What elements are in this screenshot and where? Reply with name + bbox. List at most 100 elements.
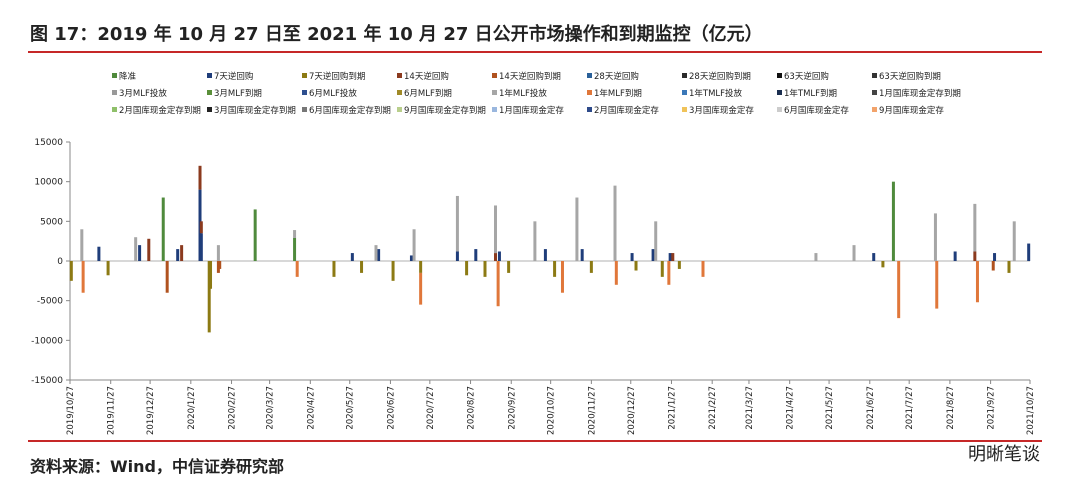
bar: [496, 261, 500, 307]
x-tick-label: 2021/9/27: [987, 386, 997, 430]
legend-swatch: [492, 107, 497, 112]
y-tick-label: 10000: [34, 178, 63, 188]
y-tick-label: -15000: [31, 376, 63, 386]
legend-label: 14天逆回购: [404, 71, 449, 82]
bar: [654, 221, 658, 261]
legend-swatch: [397, 90, 402, 95]
x-tick-label: 2021/7/27: [905, 386, 915, 430]
chart-title: 图 17：2019 年 10 月 27 日至 2021 年 10 月 27 日公…: [30, 23, 763, 45]
legend-label: 1年MLF投放: [499, 88, 547, 99]
bar: [253, 209, 257, 261]
x-tick-label: 2020/7/27: [426, 386, 436, 430]
bar: [409, 255, 413, 261]
bar: [668, 253, 672, 261]
bar: [543, 249, 547, 261]
bar: [293, 237, 297, 261]
bar: [474, 249, 478, 261]
bar: [293, 230, 297, 238]
bar: [412, 229, 416, 261]
bar: [1012, 221, 1016, 261]
bar: [138, 245, 142, 261]
x-tick-label: 2020/4/27: [306, 386, 316, 430]
legend-label: 3月MLF投放: [119, 88, 167, 99]
bar: [630, 253, 634, 261]
x-tick-label: 2021/10/27: [1026, 386, 1036, 435]
bar: [165, 261, 169, 293]
bar: [589, 261, 593, 273]
x-tick-label: 2021/2/27: [708, 386, 718, 430]
bar: [973, 251, 977, 261]
bar: [933, 213, 937, 261]
bar: [580, 249, 584, 261]
legend-label: 6月MLF到期: [404, 89, 452, 99]
legend-label: 7天逆回购到期: [309, 71, 365, 82]
x-tick-label: 2019/12/27: [146, 386, 156, 435]
bar: [377, 249, 381, 261]
legend-swatch: [872, 73, 877, 78]
bar: [533, 221, 537, 261]
bar: [180, 245, 184, 261]
bar: [199, 221, 203, 234]
legend-label: 1年TMLF到期: [784, 88, 837, 99]
bar: [993, 253, 997, 261]
bar: [897, 261, 901, 319]
legend-label: 63天逆回购: [784, 71, 829, 82]
y-tick-label: 0: [57, 257, 63, 267]
legend-swatch: [777, 107, 782, 112]
legend-label: 6月国库现金定存到期: [309, 105, 391, 116]
bar: [872, 253, 876, 261]
bar: [350, 253, 354, 261]
watermark: 明晰笔谈: [968, 444, 1040, 465]
bar: [634, 261, 638, 271]
bar: [134, 237, 138, 261]
legend-label: 1年MLF到期: [594, 88, 642, 99]
bar: [614, 261, 618, 285]
bar: [891, 181, 895, 261]
x-tick-label: 2020/12/27: [627, 386, 637, 435]
bar: [483, 261, 487, 277]
bar: [575, 197, 579, 261]
x-tick-label: 2020/8/27: [467, 386, 477, 430]
legend-label: 3月MLF到期: [214, 89, 262, 99]
bar: [81, 261, 85, 293]
legend-swatch: [682, 107, 687, 112]
bar: [360, 261, 364, 273]
legend-swatch: [777, 90, 782, 95]
bar: [207, 261, 211, 333]
bar: [1007, 261, 1011, 273]
x-tick-label: 2020/1/27: [187, 386, 197, 430]
bar: [419, 272, 423, 305]
bar: [671, 253, 675, 261]
legend-swatch: [587, 107, 592, 112]
bar: [507, 261, 511, 273]
legend-swatch: [397, 73, 402, 78]
legend-label: 1月国库现金定存到期: [879, 88, 961, 99]
legend-label: 14天逆回购到期: [499, 71, 561, 82]
legend-swatch: [302, 90, 307, 95]
legend-label: 7天逆回购: [214, 71, 253, 82]
legend-swatch: [587, 73, 592, 78]
x-tick-label: 2020/11/27: [587, 386, 597, 435]
bar: [935, 261, 939, 309]
legend-swatch: [492, 90, 497, 95]
legend-swatch: [777, 73, 782, 78]
legend-label: 1月国库现金定存: [499, 105, 564, 116]
bar: [176, 249, 180, 261]
legend-swatch: [207, 73, 212, 78]
legend-swatch: [112, 90, 117, 95]
y-tick-label: -10000: [31, 336, 63, 346]
x-tick-label: 2021/8/27: [946, 386, 956, 430]
x-tick-label: 2020/5/27: [346, 386, 356, 430]
x-tick-label: 2021/3/27: [745, 386, 755, 430]
bar: [419, 261, 423, 273]
legend-label: 2月国库现金定存到期: [119, 105, 201, 116]
legend-swatch: [302, 107, 307, 112]
bar: [613, 185, 617, 261]
legend-label: 3月国库现金定存: [689, 105, 754, 116]
bar: [493, 253, 497, 261]
bar: [814, 253, 818, 261]
legend-label: 28天逆回购到期: [689, 71, 751, 82]
bar: [553, 261, 557, 277]
legend-swatch: [397, 107, 402, 112]
